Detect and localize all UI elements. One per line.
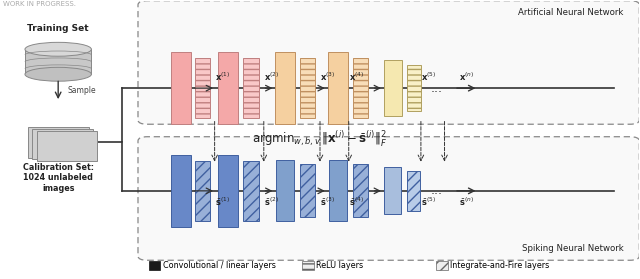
Bar <box>195 58 210 118</box>
Bar <box>408 171 420 211</box>
Bar <box>328 52 348 124</box>
Text: $\mathbf{x}^{(3)}$: $\mathbf{x}^{(3)}$ <box>320 71 335 83</box>
Text: Spiking Neural Network: Spiking Neural Network <box>522 244 623 253</box>
Bar <box>25 49 92 74</box>
Text: $\bar{\mathbf{s}}^{(n)}$: $\bar{\mathbf{s}}^{(n)}$ <box>460 196 474 208</box>
Text: Artificial Neural Network: Artificial Neural Network <box>518 8 623 17</box>
Text: ReLU layers: ReLU layers <box>316 261 364 270</box>
Text: $\mathbf{x}^{(1)}$: $\mathbf{x}^{(1)}$ <box>214 71 230 83</box>
Bar <box>436 261 448 270</box>
Bar <box>384 60 402 116</box>
Text: ...: ... <box>430 82 442 95</box>
Text: Training Set: Training Set <box>28 24 89 33</box>
Text: $\mathbf{x}^{(2)}$: $\mathbf{x}^{(2)}$ <box>264 71 279 83</box>
Text: ...: ... <box>430 184 442 197</box>
Text: WORK IN PROGRESS.: WORK IN PROGRESS. <box>3 1 76 7</box>
Ellipse shape <box>25 42 92 56</box>
Text: Calibration Set:
1024 unlabeled
images: Calibration Set: 1024 unlabeled images <box>22 163 93 193</box>
Bar <box>385 167 401 215</box>
Bar <box>276 160 294 222</box>
Bar <box>218 155 238 227</box>
Bar <box>171 52 191 124</box>
Text: $\bar{\mathbf{s}}^{(2)}$: $\bar{\mathbf{s}}^{(2)}$ <box>264 196 278 208</box>
Bar <box>353 165 368 217</box>
Bar <box>195 161 210 221</box>
Text: $\mathbf{x}^{(4)}$: $\mathbf{x}^{(4)}$ <box>349 71 364 83</box>
Bar <box>243 161 259 221</box>
Bar <box>218 52 238 124</box>
Text: $\bar{\mathbf{s}}^{(3)}$: $\bar{\mathbf{s}}^{(3)}$ <box>320 196 335 208</box>
Bar <box>36 131 97 162</box>
FancyBboxPatch shape <box>138 137 639 260</box>
Bar <box>171 155 191 227</box>
Text: $\bar{\mathbf{s}}^{(1)}$: $\bar{\mathbf{s}}^{(1)}$ <box>214 196 230 208</box>
Bar <box>28 127 88 158</box>
Bar <box>353 58 368 118</box>
FancyBboxPatch shape <box>138 1 639 124</box>
Bar <box>149 261 161 270</box>
Bar <box>300 58 315 118</box>
Text: $\mathbf{x}^{(5)}$: $\mathbf{x}^{(5)}$ <box>421 71 436 83</box>
Ellipse shape <box>25 67 92 81</box>
Bar <box>32 129 93 160</box>
Text: $\bar{\mathbf{s}}^{(4)}$: $\bar{\mathbf{s}}^{(4)}$ <box>349 196 364 208</box>
Bar <box>407 65 421 111</box>
Text: $\bar{\mathbf{s}}^{(5)}$: $\bar{\mathbf{s}}^{(5)}$ <box>421 196 436 208</box>
Text: Integrate-and-Fire layers: Integrate-and-Fire layers <box>451 261 550 270</box>
Bar <box>243 58 259 118</box>
Bar <box>275 52 295 124</box>
Bar <box>329 160 347 222</box>
Bar <box>302 261 314 270</box>
Text: Convolutional / linear layers: Convolutional / linear layers <box>163 261 276 270</box>
Bar <box>300 165 315 217</box>
Text: $\mathbf{x}^{(n)}$: $\mathbf{x}^{(n)}$ <box>460 71 474 83</box>
Text: $\mathrm{argmin}_{w,b,v}\,\|\mathbf{x}^{(i)} - \bar{\mathbf{s}}^{(i)}\|_F^2$: $\mathrm{argmin}_{w,b,v}\,\|\mathbf{x}^{… <box>252 130 388 149</box>
Text: Sample: Sample <box>67 86 96 95</box>
